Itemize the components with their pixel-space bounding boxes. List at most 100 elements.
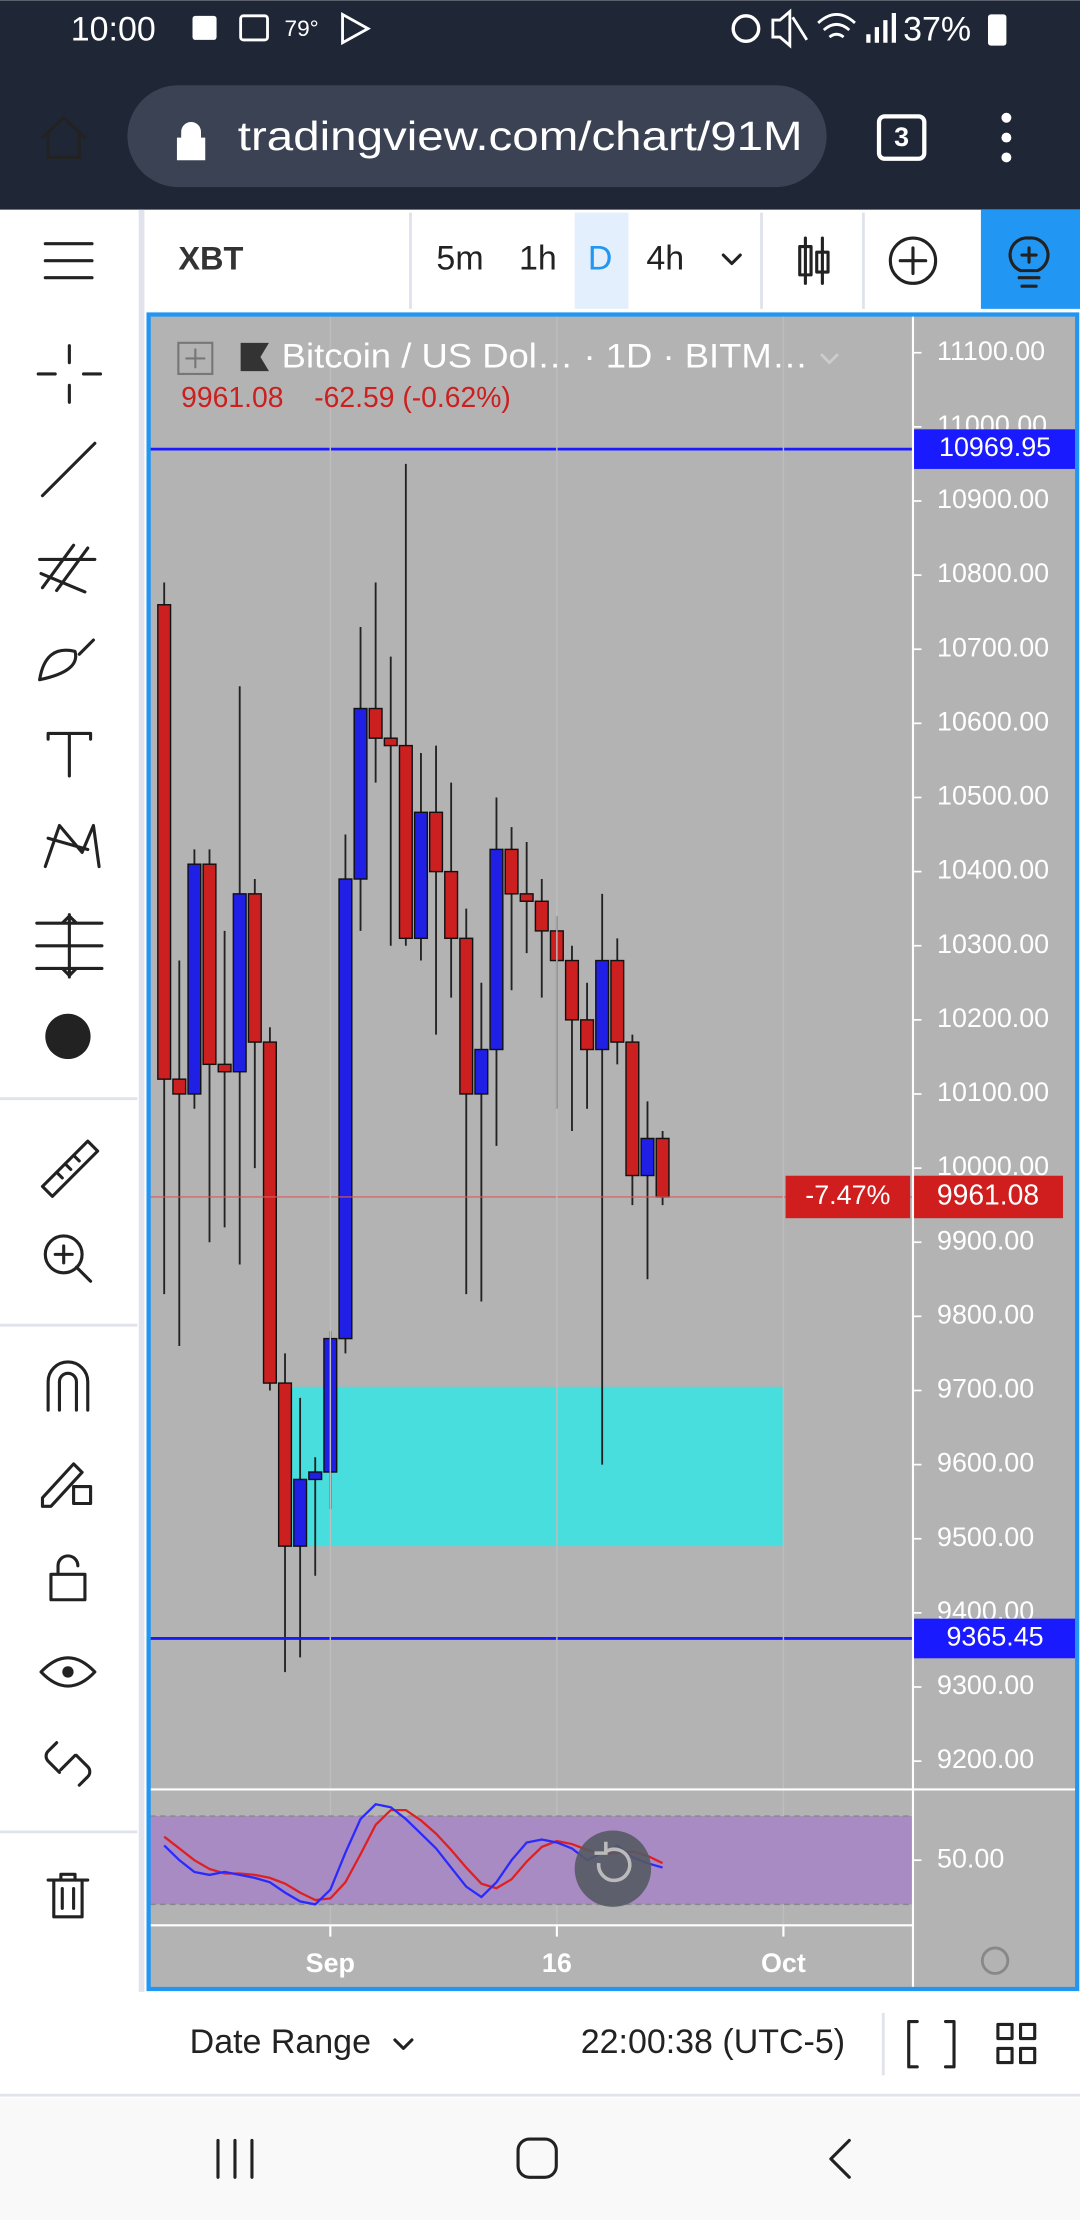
nav-back[interactable]: [829, 2138, 851, 2179]
nav-recents[interactable]: [216, 2138, 254, 2179]
change-label: -7.47%: [805, 1180, 890, 1210]
screenshot-button[interactable]: [907, 2020, 956, 2069]
prediction-tool[interactable]: [35, 913, 104, 979]
legend-toggle[interactable]: [177, 341, 214, 376]
y-tick-label: 10700.00: [937, 632, 1049, 662]
bottom-bar: [0, 1991, 1080, 2096]
oscillator-line: [163, 1808, 664, 1902]
status-temp: 79°: [285, 16, 319, 41]
url-bar[interactable]: [127, 85, 827, 188]
replay-icon: [594, 1841, 632, 1883]
legend-dropdown[interactable]: [819, 353, 839, 365]
candle-body: [534, 900, 549, 932]
candle-body: [474, 1048, 489, 1095]
trend-line-tool[interactable]: [40, 441, 97, 498]
y-tick-label: 9800.00: [937, 1299, 1034, 1329]
candle-body: [413, 811, 429, 940]
fib-tool[interactable]: [38, 543, 97, 594]
candle-body: [504, 848, 519, 895]
price-pane: [150, 447, 913, 1673]
candle-body: [398, 744, 413, 940]
y-tick-label: 10500.00: [937, 781, 1049, 811]
candle-body: [217, 1063, 232, 1073]
date-range-dropdown: [393, 2038, 414, 2051]
y-tick-label: 9300.00: [937, 1670, 1034, 1700]
brush-tool[interactable]: [38, 638, 95, 682]
candle-body: [187, 863, 202, 1095]
symbol[interactable]: XBT: [178, 240, 243, 276]
magnet-tool[interactable]: [46, 1360, 90, 1412]
layout-button[interactable]: [996, 2022, 1037, 2065]
lock-icon: [176, 122, 206, 161]
candle-body: [580, 1019, 595, 1051]
help-button[interactable]: [45, 1013, 91, 1060]
zone: [289, 1386, 784, 1547]
candle-body: [489, 848, 504, 1051]
text-tool[interactable]: [46, 731, 93, 778]
lock-tool[interactable]: [49, 1554, 87, 1602]
last-price-label: 9961.08: [937, 1178, 1039, 1210]
interval-button[interactable]: 4h: [646, 240, 684, 278]
candle-body: [640, 1137, 655, 1177]
status-icon: [731, 14, 761, 44]
y-tick-label: 11100.00: [937, 336, 1045, 366]
hamburger[interactable]: [43, 242, 94, 280]
add-indicator[interactable]: [888, 236, 938, 285]
sync-tool[interactable]: [44, 1741, 92, 1787]
crosshair-tool[interactable]: [36, 344, 103, 404]
candle-body: [157, 604, 172, 1080]
visibility-tool[interactable]: [39, 1656, 97, 1688]
candle-body: [383, 737, 398, 747]
hline-label-box: [912, 429, 1078, 469]
delete-tool[interactable]: [46, 1872, 90, 1919]
home-button[interactable]: [40, 116, 87, 159]
legend-toggle-plus: [185, 348, 206, 369]
hline-label: 9365.45: [946, 1622, 1043, 1652]
y-tick-label: 9600.00: [937, 1448, 1034, 1478]
x-tick-label: 16: [542, 1948, 572, 1978]
candle-body: [625, 1041, 640, 1177]
y-tick-label: 9500.00: [937, 1522, 1034, 1552]
settings-button[interactable]: [980, 1946, 1010, 1975]
y-tick-label: 10300.00: [937, 929, 1049, 959]
price-change: -62.59 (-0.62%): [314, 381, 511, 413]
candle-body: [428, 811, 444, 873]
lock-drawing-tool[interactable]: [40, 1462, 93, 1508]
left-toolbar: [0, 344, 138, 2043]
replay-button[interactable]: [574, 1830, 652, 1907]
oscillator-band: [150, 1816, 913, 1905]
x-tick-label: Sep: [306, 1948, 355, 1978]
menu-dot: [1001, 132, 1012, 143]
candle-body: [595, 959, 610, 1051]
status-icon: [192, 15, 217, 40]
candle-body: [353, 707, 368, 880]
hline-label-box: [912, 1618, 1078, 1659]
nav-home[interactable]: [516, 2137, 558, 2179]
y-tick-label: 10800.00: [937, 558, 1049, 588]
interval-button[interactable]: D: [588, 240, 613, 278]
interval-button[interactable]: 1h: [519, 240, 557, 278]
status-icon: [239, 14, 269, 42]
series-title: Bitcoin / US Dol… · 1D · BITM…: [282, 337, 809, 375]
candle-body: [277, 1382, 293, 1547]
date-range-button[interactable]: Date Range: [190, 2023, 371, 2061]
tabs-button[interactable]: [876, 114, 927, 161]
chart-background: [148, 314, 1078, 1990]
change-box: [785, 1175, 911, 1219]
candle-body: [368, 707, 383, 739]
x-tick-label: Oct: [761, 1948, 806, 1978]
chart-type-button[interactable]: [798, 236, 830, 285]
candle-body: [338, 878, 353, 1340]
y-tick-label: 9900.00: [937, 1225, 1034, 1255]
candle-body: [459, 937, 474, 1095]
interval-dropdown[interactable]: [721, 253, 742, 266]
zoom-tool[interactable]: [43, 1234, 84, 1275]
y-tick-label: 9700.00: [937, 1374, 1034, 1404]
hline-label: 10969.95: [939, 432, 1051, 462]
menu-dot[interactable]: [1001, 112, 1012, 123]
pattern-tool[interactable]: [43, 823, 101, 869]
y-tick-label: 10200.00: [937, 1003, 1049, 1033]
interval-button[interactable]: 5m: [436, 240, 483, 278]
ruler-tool[interactable]: [40, 1139, 100, 1198]
